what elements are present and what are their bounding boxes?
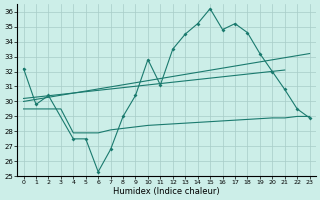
X-axis label: Humidex (Indice chaleur): Humidex (Indice chaleur) — [113, 187, 220, 196]
